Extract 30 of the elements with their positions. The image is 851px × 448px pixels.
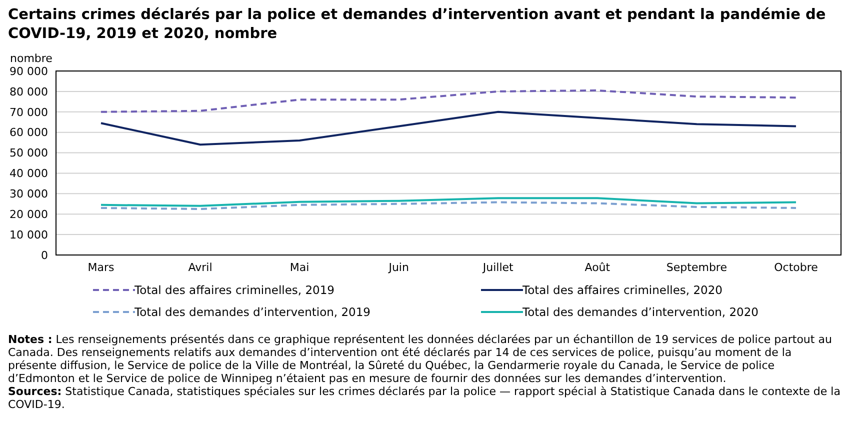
y-tick-label: 30 000: [10, 188, 48, 201]
x-tick-label: Mai: [290, 260, 310, 274]
text: Notes : Les renseignements présentés dans ce graphique représentent les données déclarées par un échantillon de 19 services de police partout au Canada. Des renseignements relatifs aux demandes d’intervention ont été déclarés par 14 de ces services de police, puisqu’au moment de la présente diffusion, le Service de police de la Ville de Montréal, la Sûreté du Québec, la Gendarmerie royale du Canada, le Service de police d’Edmonton et le Service de police de Winnipeg n’étaient pas en mesure de fournir des données sur les demandes d’intervention.: [8, 333, 833, 385]
legend-label: Total des affaires criminelles, 2020: [522, 283, 722, 297]
line-series: [100, 89, 797, 113]
line-series: [100, 110, 797, 146]
x-tick-label: Octobre: [774, 260, 818, 274]
y-axis-title: nombre: [10, 52, 54, 65]
x-tick-label: Juin: [388, 260, 410, 274]
x-tick-label: Septembre: [666, 260, 728, 274]
x-tick-label: Août: [584, 260, 611, 274]
y-tick-label: 70 000: [10, 106, 48, 119]
legend-label: Total des affaires criminelles, 2019: [134, 283, 334, 297]
y-tick-label: 90 000: [10, 64, 48, 78]
y-tick-label: 50 000: [10, 146, 48, 160]
legend-label: Total des demandes d’intervention, 2019: [134, 305, 370, 319]
y-tick-label: 20 000: [10, 208, 48, 222]
x-tick-label: Mars: [88, 260, 115, 274]
legend-label: Total des demandes d’intervention, 2020: [522, 305, 758, 319]
x-tick-label: Avril: [188, 260, 212, 274]
y-tick-label: 10 000: [10, 228, 48, 242]
y-tick-label: 0: [41, 248, 48, 262]
x-tick-label: Juillet: [482, 260, 514, 274]
line-series: [100, 197, 797, 207]
y-tick-label: 60 000: [10, 126, 48, 140]
source-note: Sources: Statistique Canada, statistiques spéciales sur les crimes déclarés par la police — rapport spécial à Statistique Canada dans le contexte de la COVID-19.: [8, 385, 842, 411]
y-tick-label: 40 000: [10, 167, 48, 180]
line-series: [100, 201, 797, 210]
y-tick-label: 80 000: [10, 85, 48, 98]
chart-title: Certains crimes déclarés par la police et demandes d’intervention avant et pendant la pandémie de COVID-19, 2019 et 2020, nombre: [8, 6, 827, 44]
